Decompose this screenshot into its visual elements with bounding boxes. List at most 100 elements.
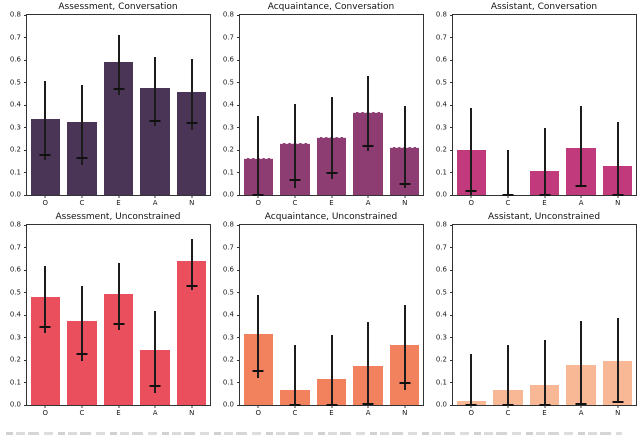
y-tick-mark bbox=[24, 149, 27, 151]
subplot-grid: Assessment, Conversation 0.0 0.1 0.2 0.3 0.4 0… bbox=[9, 0, 639, 417]
y-tick-label: 0.0 bbox=[9, 190, 21, 199]
y-tick-label: 0.7 bbox=[9, 243, 21, 251]
marker-tick-A bbox=[575, 185, 587, 187]
error-bar-C bbox=[506, 150, 509, 195]
x-tick-mark bbox=[331, 405, 332, 408]
y-tick-mark bbox=[24, 37, 27, 38]
y-tick-label: 0.8 bbox=[9, 220, 21, 229]
x-tick-mark bbox=[404, 195, 406, 198]
y-tick-label: 0.3 bbox=[222, 123, 234, 131]
y-tick-mark bbox=[237, 104, 240, 106]
y-tick-mark bbox=[24, 172, 27, 173]
x-tick-mark bbox=[331, 195, 332, 198]
error-bar-E bbox=[117, 35, 120, 95]
error-bar-A bbox=[154, 310, 157, 393]
x-tick-mark bbox=[617, 405, 619, 408]
error-bar-A bbox=[580, 320, 583, 404]
y-tick-label: 0.8 bbox=[222, 220, 234, 229]
y-tick-mark bbox=[450, 382, 453, 383]
y-tick-label: 0.8 bbox=[435, 220, 447, 229]
y-tick-mark bbox=[24, 194, 27, 196]
x-tick-mark bbox=[367, 405, 369, 408]
error-bar-C bbox=[80, 285, 83, 362]
y-tick-mark bbox=[450, 37, 453, 38]
x-tick-label: N bbox=[189, 199, 195, 207]
error-bar-O bbox=[470, 108, 473, 195]
marker-tick-N bbox=[612, 400, 624, 403]
y-tick-label: 0.0 bbox=[435, 400, 447, 409]
y-tick-label: 0.4 bbox=[435, 100, 447, 109]
y-tick-label: 0.4 bbox=[9, 100, 21, 109]
x-tick-mark bbox=[257, 195, 259, 198]
error-bar-E bbox=[330, 335, 333, 405]
y-tick-mark bbox=[450, 149, 453, 151]
x-tick-mark bbox=[470, 405, 472, 408]
y-tick-mark bbox=[450, 224, 453, 226]
y-tick-label: 0.8 bbox=[435, 10, 447, 19]
y-tick-label: 0.4 bbox=[435, 310, 447, 319]
plot-area: 0.0 0.1 0.2 0.3 0.4 0.5 0.6 0.7 0.8 O C E A N bbox=[436, 221, 637, 417]
y-tick-mark bbox=[24, 314, 27, 316]
x-tick-mark bbox=[154, 195, 156, 198]
subplot-title: Assistant, Unconstrained bbox=[487, 212, 601, 222]
x-tick-mark bbox=[580, 405, 582, 408]
y-tick-mark bbox=[450, 337, 453, 338]
y-tick-mark bbox=[237, 149, 240, 151]
x-tick-label: N bbox=[189, 409, 195, 417]
error-bar-C bbox=[293, 103, 296, 189]
y-tick-mark bbox=[237, 172, 240, 173]
x-tick-label: C bbox=[292, 409, 298, 417]
x-tick-mark bbox=[44, 195, 46, 198]
error-bar-A bbox=[367, 75, 370, 152]
subplot-title: Acquaintance, Unconstrained bbox=[264, 212, 398, 222]
y-tick-label: 0.6 bbox=[9, 265, 21, 274]
x-tick-label: N bbox=[402, 409, 408, 417]
x-tick-label: A bbox=[578, 199, 584, 207]
x-tick-mark bbox=[470, 195, 472, 198]
marker-tick-O bbox=[39, 326, 51, 329]
x-tick-mark bbox=[544, 405, 545, 408]
subplot-acquaintance-conversation: Acquaintance, Conversation 0.0 0.1 0.2 0.3 0.… bbox=[213, 0, 426, 210]
x-tick-label: E bbox=[542, 199, 547, 207]
error-bar-O bbox=[257, 116, 260, 195]
error-bar-C bbox=[506, 345, 509, 405]
plot-area: 0.0 0.1 0.2 0.3 0.4 0.5 0.6 0.7 0.8 O C E A N bbox=[436, 11, 637, 207]
plot-area: 0.0 0.1 0.2 0.3 0.4 0.5 0.6 0.7 0.8 O C E A N bbox=[223, 11, 424, 207]
subplot-title: Acquaintance, Conversation bbox=[267, 2, 395, 12]
x-tick-label: O bbox=[468, 199, 475, 207]
x-tick-mark bbox=[191, 405, 193, 408]
marker-tick-E bbox=[113, 88, 124, 91]
y-tick-label: 0.5 bbox=[9, 78, 21, 86]
x-tick-label: E bbox=[542, 409, 547, 417]
y-tick-label: 0.3 bbox=[222, 333, 234, 341]
y-tick-label: 0.0 bbox=[9, 400, 21, 409]
y-tick-label: 0.2 bbox=[222, 145, 234, 154]
marker-tick-N bbox=[186, 122, 198, 124]
y-tick-label: 0.0 bbox=[222, 400, 234, 409]
y-tick-label: 0.1 bbox=[9, 168, 21, 176]
x-tick-label: E bbox=[116, 199, 121, 207]
y-tick-label: 0.2 bbox=[222, 355, 234, 364]
y-tick-mark bbox=[24, 14, 27, 16]
marker-tick-N bbox=[186, 284, 198, 287]
y-tick-mark bbox=[237, 14, 240, 16]
x-tick-mark bbox=[257, 405, 259, 408]
y-tick-label: 0.7 bbox=[222, 243, 234, 251]
x-tick-mark bbox=[544, 195, 545, 198]
y-tick-mark bbox=[24, 359, 27, 361]
subplot-assistant-conversation: Assistant, Conversation 0.0 0.1 0.2 0.3 0.4 0.… bbox=[426, 0, 639, 210]
x-tick-label: O bbox=[255, 409, 262, 417]
x-tick-label: O bbox=[42, 199, 49, 207]
error-bar-C bbox=[293, 345, 296, 405]
x-tick-label: A bbox=[152, 409, 158, 417]
x-tick-mark bbox=[154, 405, 156, 408]
y-tick-label: 0.3 bbox=[9, 333, 21, 341]
error-bar-A bbox=[367, 321, 370, 404]
y-tick-mark bbox=[237, 314, 240, 316]
y-tick-mark bbox=[450, 59, 453, 61]
error-bar-C bbox=[80, 84, 83, 165]
y-tick-label: 0.3 bbox=[9, 123, 21, 131]
subplot-title: Assistant, Conversation bbox=[490, 2, 598, 12]
y-tick-label: 0.5 bbox=[222, 288, 234, 296]
y-tick-mark bbox=[450, 404, 453, 406]
